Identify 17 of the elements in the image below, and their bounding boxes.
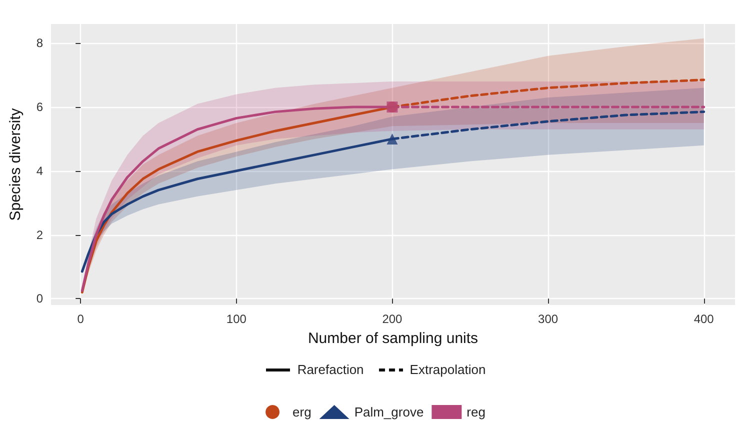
y-axis-title: Species diversity [7,108,24,221]
x-tick-label: 300 [538,312,558,326]
y-tick-label: 0 [36,292,44,306]
y-tick-label: 8 [36,36,44,50]
y-tick-label: 2 [36,228,44,242]
legend-label: reg [466,404,486,420]
legend-label: erg [292,404,312,420]
x-tick-label: 400 [694,312,714,326]
text: Rarefaction [297,362,364,377]
x-tick-label: 100 [226,312,247,326]
y-tick-label: 6 [36,100,44,114]
legend-label: Palm_grove [354,404,424,420]
x-tick-label: 200 [382,312,403,326]
y-tick-label: 4 [36,164,44,178]
text: Extrapolation [410,362,486,377]
x-axis-title: Number of sampling units [308,330,478,347]
x-tick-label: 0 [77,312,84,326]
